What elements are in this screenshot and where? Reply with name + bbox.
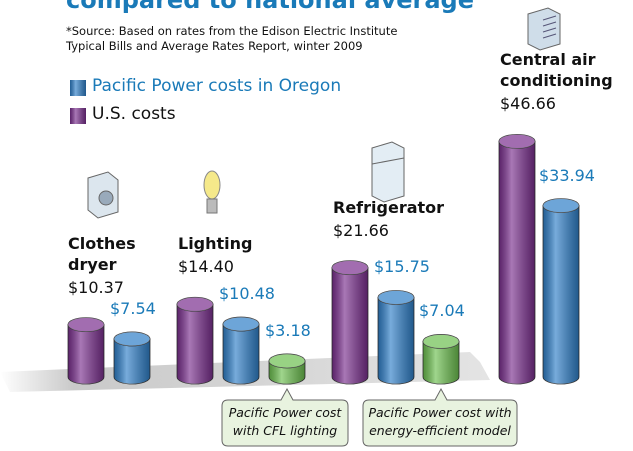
source-line: Typical Bills and Average Rates Report, … (66, 39, 397, 54)
cylinder-top-highlight (269, 354, 305, 368)
cylinder-top-highlight (177, 297, 213, 311)
cylinder-top-highlight (114, 332, 150, 346)
cylinder-top-highlight (378, 290, 414, 304)
fridge-icon (372, 142, 404, 202)
value-label: $14.40 (178, 257, 234, 277)
source-line: *Source: Based on rates from the Edison … (66, 24, 397, 39)
callout-text: Pacific Power cost with (363, 405, 517, 420)
dryer-icon (88, 172, 118, 218)
cylinder-shine (378, 297, 414, 384)
cylinder-top-highlight (68, 318, 104, 332)
cylinder-shine (177, 304, 213, 384)
value-label: $7.54 (110, 299, 156, 319)
cylinder-top-highlight (423, 334, 459, 348)
value-label: $33.94 (539, 166, 595, 186)
category-label: Refrigerator (333, 197, 453, 218)
value-label: $10.48 (219, 284, 275, 304)
cylinder-top-highlight (543, 199, 579, 213)
callout-text: energy-efficient model (363, 423, 517, 438)
value-label: $10.37 (68, 278, 124, 298)
value-label: $15.75 (374, 257, 430, 277)
cylinder-top-highlight (332, 261, 368, 275)
legend-label: U.S. costs (92, 104, 176, 124)
callout-text: Pacific Power cost (222, 405, 348, 420)
cylinder-top-highlight (499, 134, 535, 148)
value-label: $3.18 (265, 321, 311, 341)
value-label: $7.04 (419, 301, 465, 321)
chart-title: compared to national average (66, 0, 474, 14)
callout-text: with CFL lighting (222, 423, 348, 438)
category-label: Clothes dryer (68, 233, 148, 275)
cylinder-shine (223, 324, 259, 384)
cylinder-shine (68, 325, 104, 384)
category-label: Lighting (178, 233, 298, 254)
cylinder-shine (543, 206, 579, 384)
ac-icon (528, 8, 560, 50)
bulb-icon (204, 171, 220, 213)
cylinder-top-highlight (223, 317, 259, 331)
source-note: *Source: Based on rates from the Edison … (66, 24, 397, 54)
page: compared to national average *Source: Bas… (0, 0, 633, 451)
value-label: $21.66 (333, 221, 389, 241)
cylinder-shine (499, 141, 535, 384)
category-label: Central air conditioning (500, 49, 610, 91)
legend-swatch-shine (70, 108, 86, 124)
cylinder-shine (332, 268, 368, 384)
value-label: $46.66 (500, 94, 556, 114)
legend-label: Pacific Power costs in Oregon (92, 76, 341, 96)
legend-swatch-shine (70, 80, 86, 96)
